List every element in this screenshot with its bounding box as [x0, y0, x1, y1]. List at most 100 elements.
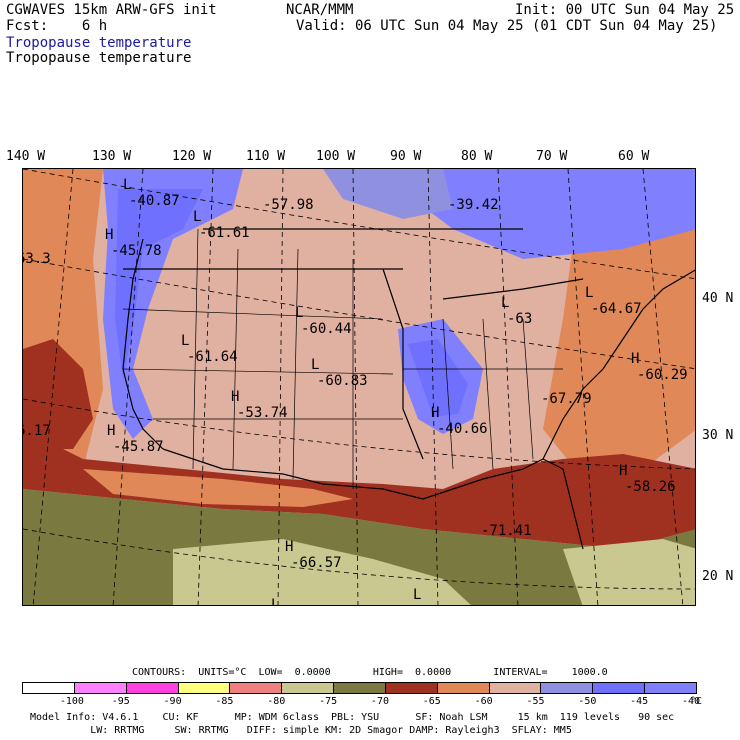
extreme-value-label: 63.3: [23, 251, 51, 267]
colorbar-swatch: [125, 682, 179, 694]
extreme-type-label: H: [431, 405, 439, 421]
field-west-blue-core: [115, 189, 203, 379]
colorbar-swatch: [333, 682, 386, 694]
field-southeast-khaki: [563, 539, 695, 605]
state-borders: [122, 228, 563, 489]
contours-high: HIGH= 0.0000: [372, 667, 452, 678]
colorbar-tick-label: -100: [59, 696, 84, 707]
init-time: Init: 00 UTC Sun 04 May 25: [515, 2, 735, 18]
lon-label: 60 W: [618, 149, 650, 164]
colorbar-tick-label: -45: [630, 696, 649, 707]
extreme-marker: H-40.66: [431, 405, 488, 437]
extreme-value-label: -67.79: [541, 391, 592, 407]
field-south-orange: [83, 469, 353, 507]
extreme-marker: H-66.57: [285, 539, 342, 571]
colorbar-swatch: [177, 682, 231, 694]
colorbar-swatch: [436, 682, 490, 694]
extreme-value-label: -60.83: [317, 373, 368, 389]
model-info-line2: LW: RRTMG SW: RRTMG DIFF: simple KM: 2D …: [30, 725, 572, 736]
extreme-type-label: L: [181, 333, 189, 349]
lon-label: 80 W: [461, 149, 493, 164]
map-svg: L-40.87-57.98-39.42L-61.61H-45.7863.3L-6…: [23, 169, 695, 606]
extreme-value-label: -40.66: [437, 421, 488, 437]
extreme-type-label: L: [123, 177, 131, 193]
extreme-value-label: -66.57: [291, 555, 342, 571]
field-south-darkred: [23, 429, 695, 549]
extreme-type-label: L: [295, 305, 303, 321]
extreme-marker: L-60.44: [295, 305, 352, 337]
contours-low: LOW= 0.0000: [258, 667, 331, 678]
colorbar-swatch: [229, 682, 283, 694]
colorbar-swatch: [488, 682, 542, 694]
extreme-value-label: -71.41: [481, 523, 532, 539]
colorbar-tick-label: -70: [370, 696, 389, 707]
colorbar-tick-label: -95: [111, 696, 130, 707]
colorbar-tick-label: -40: [682, 696, 701, 707]
colorbar-swatch: [384, 682, 438, 694]
colorbar-tick-label: -75: [319, 696, 338, 707]
colorbar-swatch: [592, 682, 646, 694]
extreme-value-label: -60.29: [637, 367, 688, 383]
lon-label: 70 W: [536, 149, 568, 164]
extreme-type-label: L: [271, 597, 279, 606]
extreme-value-label: -39.42: [448, 197, 499, 213]
extreme-type-label: H: [285, 539, 293, 555]
lon-label: 140 W: [6, 149, 46, 164]
extreme-value-label: -53.74: [237, 405, 288, 421]
colorbar-tick-label: -65: [422, 696, 441, 707]
extreme-type-label: L: [193, 209, 201, 225]
model-title: CGWAVES 15km ARW-GFS init: [6, 2, 217, 18]
colorbar-swatch: [540, 682, 594, 694]
extreme-marker: -71.41: [481, 523, 532, 539]
colorbar-tick-label: -90: [163, 696, 182, 707]
tropopause-temperature-map: L-40.87-57.98-39.42L-61.61H-45.7863.3L-6…: [22, 168, 696, 606]
extreme-marker: H-58.26: [619, 463, 676, 495]
colorbar-swatch: [281, 682, 335, 694]
contours-label: CONTOURS:: [132, 667, 187, 678]
extreme-type-label: H: [231, 389, 239, 405]
extreme-marker: -67.79: [541, 391, 592, 407]
extreme-marker: L-64.67: [585, 285, 642, 317]
lat-label: 40 N: [702, 291, 734, 306]
extreme-marker: L: [413, 587, 421, 603]
contour-info: CONTOURS: UNITS=°C LOW= 0.0000 HIGH= 0.0…: [132, 667, 608, 678]
extreme-marker: H-60.29: [631, 351, 688, 383]
extreme-marker: -39.42: [448, 197, 499, 213]
colorbar-unit-label: °C: [690, 696, 703, 707]
model-info-line1: Model Info: V4.6.1 CU: KF MP: WDM 6class…: [30, 712, 675, 723]
extreme-value-label: -40.87: [129, 193, 180, 209]
extreme-type-label: L: [585, 285, 593, 301]
colorbar-tick-label: -50: [578, 696, 597, 707]
extreme-marker: L-61.61: [193, 209, 250, 241]
extremes-layer: L-40.87-57.98-39.42L-61.61H-45.7863.3L-6…: [23, 177, 688, 606]
extreme-marker: -57.98: [263, 197, 314, 213]
extreme-type-label: H: [107, 423, 115, 439]
colorbar-tick-label: -85: [215, 696, 234, 707]
center-label: NCAR/MMM: [286, 2, 354, 18]
colorbar-swatch: [644, 682, 697, 694]
extreme-marker: L-40.87: [123, 177, 180, 209]
extreme-type-label: H: [631, 351, 639, 367]
field-north-purple: [323, 169, 453, 219]
extreme-marker: H-53.74: [231, 389, 288, 421]
forecast-label: Fcst: 6 h: [6, 18, 107, 34]
field-title-blue: Tropopause temperature: [6, 35, 192, 51]
extreme-type-label: L: [311, 357, 319, 373]
extreme-value-label: -58.26: [625, 479, 676, 495]
field-midwest-blue-core: [408, 339, 468, 417]
field-west-darkred: [23, 339, 93, 449]
colorbar-swatch: [73, 682, 127, 694]
lon-label: 130 W: [92, 149, 132, 164]
extreme-value-label: -57.98: [263, 197, 314, 213]
lon-label: 120 W: [172, 149, 212, 164]
field-south-khaki: [173, 539, 471, 605]
extreme-marker: L-61.64: [181, 333, 238, 365]
extreme-value-label: -61.64: [187, 349, 238, 365]
extreme-marker: H-45.87: [107, 423, 164, 455]
lon-label: 90 W: [390, 149, 422, 164]
extreme-value-label: -61.61: [199, 225, 250, 241]
extreme-value-label: -63: [507, 311, 532, 327]
extreme-value-label: -45.78: [111, 243, 162, 259]
lat-label: 20 N: [702, 569, 734, 584]
lon-label: 110 W: [246, 149, 286, 164]
